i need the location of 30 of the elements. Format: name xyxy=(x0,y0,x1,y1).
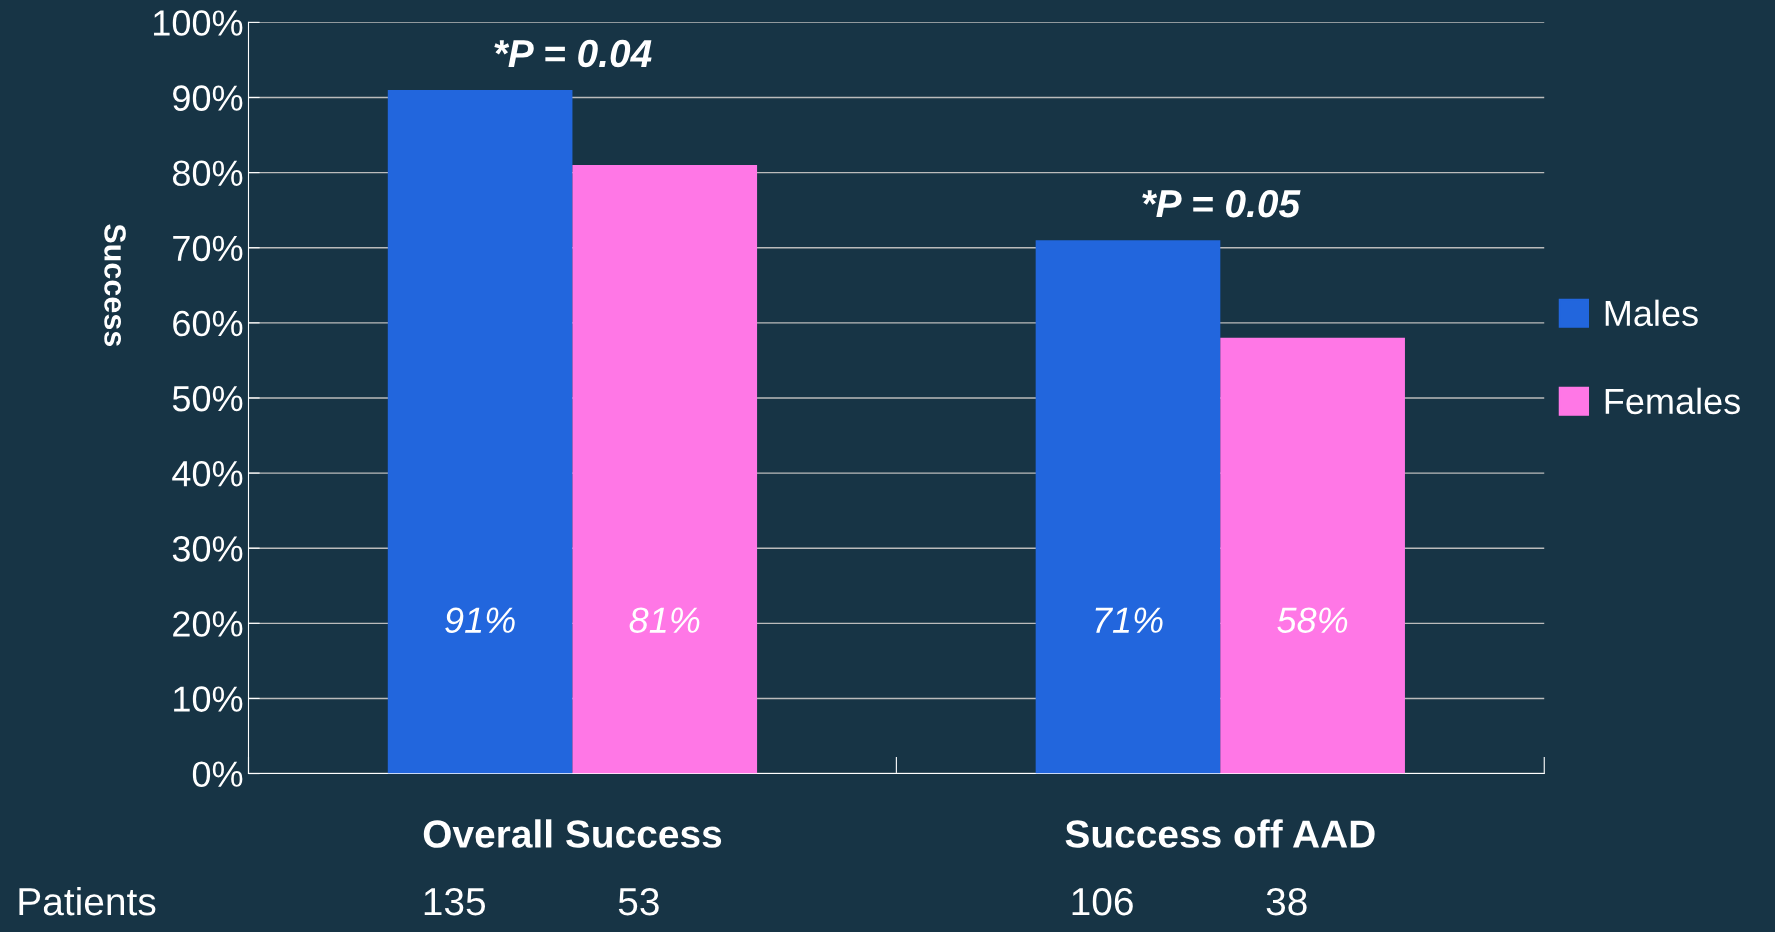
y-axis-title: Success xyxy=(104,224,126,347)
legend-label: Females xyxy=(1605,387,1740,415)
text: Patients xyxy=(19,886,156,916)
y-tick-label: 90% xyxy=(173,85,243,111)
y-tick-label: 10% xyxy=(174,686,243,712)
bar xyxy=(387,89,573,774)
y-tick-label: 0% xyxy=(192,761,243,787)
annotation: *P = 0.05 xyxy=(1142,189,1301,218)
y-tick-label: 100% xyxy=(154,10,243,36)
bar xyxy=(1220,337,1405,774)
y-tick-label: 40% xyxy=(172,460,243,487)
annotation: *P = 0.04 xyxy=(494,39,652,68)
text: 135 xyxy=(424,887,486,916)
x-tick-label: Overall Success xyxy=(423,819,722,848)
y-tick-label: 80% xyxy=(172,160,243,187)
data-label: 81% xyxy=(629,607,700,634)
data-label: 71% xyxy=(1095,607,1163,633)
y-tick-label: 30% xyxy=(172,536,243,562)
data-label: 91% xyxy=(445,607,515,634)
y-tick-label: 70% xyxy=(173,235,243,262)
y-tick-label: 50% xyxy=(172,385,243,412)
bar xyxy=(572,165,758,774)
legend-label: Males xyxy=(1605,299,1698,327)
text: 38 xyxy=(1266,887,1307,916)
y-tick-label: 60% xyxy=(173,310,243,337)
text: 53 xyxy=(618,887,659,916)
y-tick-label: 20% xyxy=(173,611,243,637)
data-label: 58% xyxy=(1277,607,1348,634)
x-tick-label: Success off AAD xyxy=(1065,819,1375,848)
text: 106 xyxy=(1072,887,1133,916)
